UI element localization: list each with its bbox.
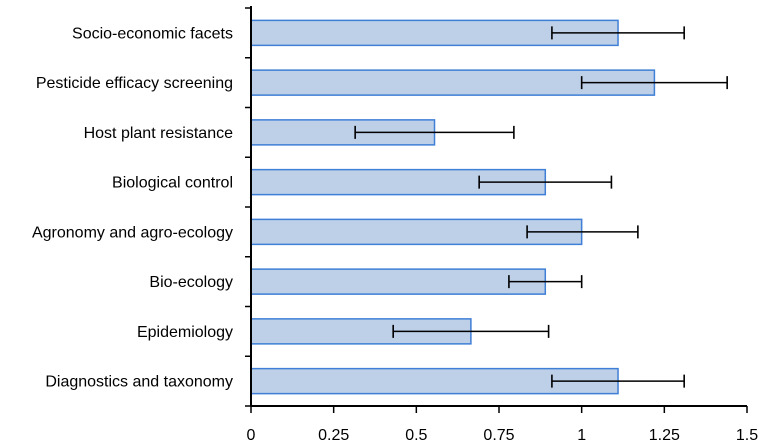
category-label-agronomy-and-agro-ecology: Agronomy and agro-ecology: [32, 224, 233, 241]
bars-group: [250, 19, 656, 395]
x-tick-label: 0.5: [405, 427, 427, 443]
x-tick-label: 1.25: [649, 427, 680, 443]
x-tick-label: 1: [577, 427, 586, 443]
category-label-host-plant-resistance: Host plant resistance: [84, 125, 234, 142]
category-label-biological-control: Biological control: [112, 175, 233, 192]
error-bars-group: [354, 26, 728, 388]
x-tick-label: 0: [247, 427, 256, 443]
x-tick-label: 0.75: [483, 427, 514, 443]
x-ticks: 0 0.25 0.5 0.75 1 1.25 1.5: [247, 406, 758, 443]
category-label-pesticide-efficacy-screening: Pesticide efficacy screening: [36, 75, 233, 92]
x-tick-label: 1.5: [736, 427, 758, 443]
category-labels: Socio-economic facets Pesticide efficacy …: [32, 25, 233, 390]
category-label-diagnostics-and-taxonomy: Diagnostics and taxonomy: [45, 374, 233, 391]
category-label-bio-ecology: Bio-ecology: [149, 274, 233, 291]
axes: [245, 6, 747, 407]
x-tick-label: 0.25: [318, 427, 349, 443]
bar-bio-ecology: [250, 268, 547, 295]
category-label-epidemiology: Epidemiology: [137, 324, 233, 341]
category-label-socio-economic-facets: Socio-economic facets: [72, 25, 233, 42]
